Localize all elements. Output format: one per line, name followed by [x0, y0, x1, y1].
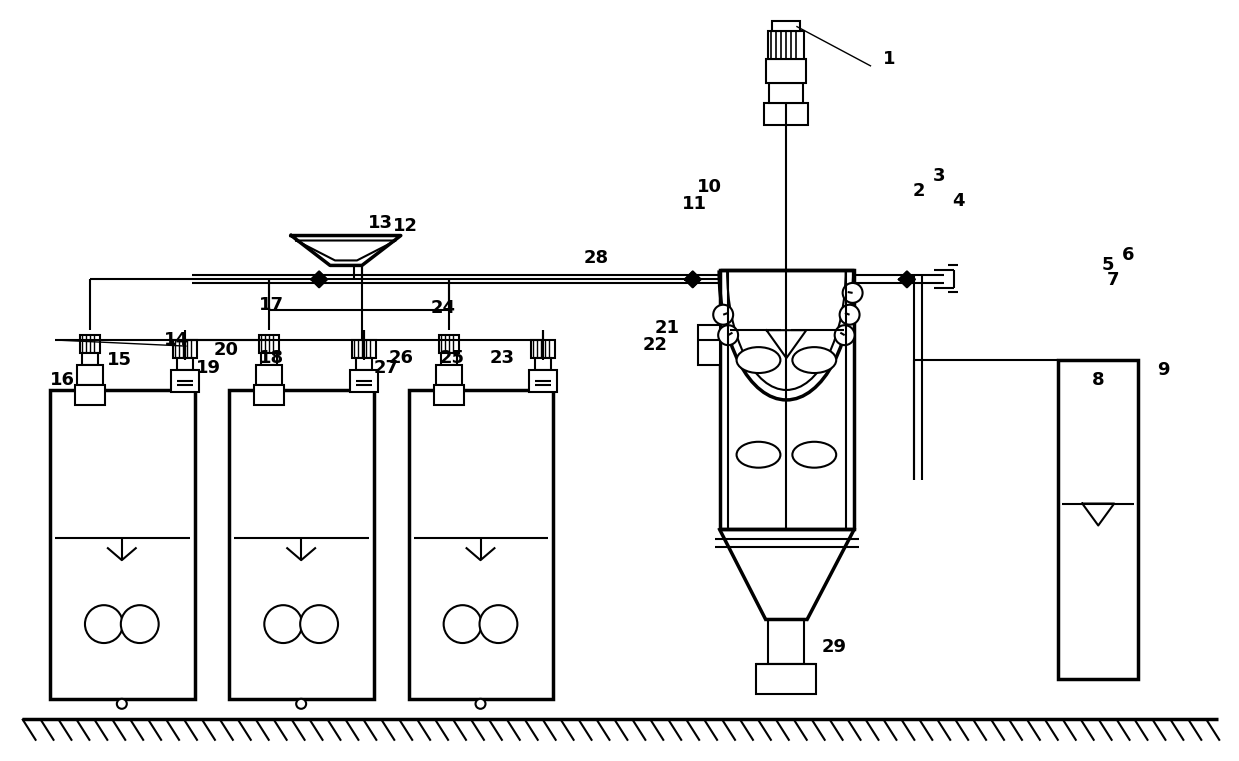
Ellipse shape	[736, 442, 781, 468]
Text: 26: 26	[388, 349, 414, 367]
Bar	[757, 664, 817, 694]
Text: 14: 14	[164, 331, 190, 349]
Circle shape	[843, 283, 862, 303]
Text: 11: 11	[683, 195, 707, 212]
Text: 23: 23	[489, 349, 515, 367]
Bar	[177, 358, 192, 370]
Text: 15: 15	[108, 351, 133, 369]
Text: 9: 9	[1157, 361, 1170, 379]
Bar	[77, 365, 103, 385]
Text: 18: 18	[259, 349, 284, 367]
Text: 24: 24	[430, 299, 455, 317]
Bar	[409, 390, 554, 699]
Circle shape	[121, 605, 159, 643]
Bar	[768, 31, 804, 59]
Bar	[768, 619, 804, 664]
Bar	[259, 335, 279, 353]
Bar	[720, 270, 854, 530]
Circle shape	[714, 304, 733, 325]
Bar	[764, 103, 808, 125]
Polygon shape	[685, 272, 701, 288]
Circle shape	[116, 699, 126, 708]
Text: 1: 1	[882, 50, 896, 68]
Circle shape	[479, 605, 518, 643]
Bar	[356, 358, 372, 370]
Bar	[535, 358, 551, 370]
Bar	[50, 390, 195, 699]
Text: 28: 28	[584, 250, 608, 267]
Polygon shape	[900, 272, 914, 288]
Bar	[229, 390, 374, 699]
Polygon shape	[311, 272, 327, 288]
Circle shape	[85, 605, 123, 643]
Text: 16: 16	[50, 371, 74, 389]
Bar	[434, 385, 463, 405]
Text: 19: 19	[196, 359, 221, 377]
Text: 12: 12	[393, 217, 419, 234]
Text: 3: 3	[933, 167, 945, 185]
Circle shape	[840, 304, 860, 325]
Text: 2: 2	[913, 182, 926, 199]
Text: 7: 7	[1106, 272, 1120, 289]
Bar	[529, 370, 558, 392]
Circle shape	[296, 699, 306, 708]
Bar	[76, 385, 105, 405]
Bar	[172, 340, 197, 358]
Bar	[171, 370, 198, 392]
Circle shape	[264, 605, 302, 643]
Text: 8: 8	[1092, 371, 1104, 389]
Ellipse shape	[793, 442, 836, 468]
Bar	[436, 365, 462, 385]
Bar	[352, 340, 375, 358]
Bar	[767, 59, 807, 83]
Text: 13: 13	[368, 214, 393, 231]
Bar	[261, 353, 278, 365]
Bar	[769, 83, 803, 103]
Circle shape	[835, 325, 855, 345]
Bar	[349, 370, 378, 392]
Text: 17: 17	[259, 296, 284, 314]
Bar	[532, 340, 555, 358]
Bar	[82, 353, 98, 365]
Circle shape	[719, 325, 738, 345]
Text: 4: 4	[953, 192, 965, 210]
Bar	[772, 21, 800, 31]
Bar	[698, 325, 720, 365]
Bar	[439, 335, 458, 353]
Text: 29: 29	[821, 638, 846, 656]
Bar	[1058, 360, 1139, 679]
Text: 6: 6	[1121, 247, 1135, 265]
Bar	[254, 385, 284, 405]
Circle shape	[300, 605, 338, 643]
Ellipse shape	[793, 347, 836, 373]
Text: 20: 20	[214, 341, 239, 359]
Bar	[81, 335, 100, 353]
Circle shape	[444, 605, 482, 643]
Bar	[441, 353, 457, 365]
Text: 27: 27	[373, 359, 399, 377]
Text: 25: 25	[440, 349, 465, 367]
Text: 21: 21	[654, 319, 679, 337]
Ellipse shape	[736, 347, 781, 373]
Text: 10: 10	[698, 178, 722, 196]
Bar	[256, 365, 282, 385]
Circle shape	[476, 699, 486, 708]
Text: 5: 5	[1101, 256, 1114, 275]
Text: 22: 22	[642, 336, 668, 354]
